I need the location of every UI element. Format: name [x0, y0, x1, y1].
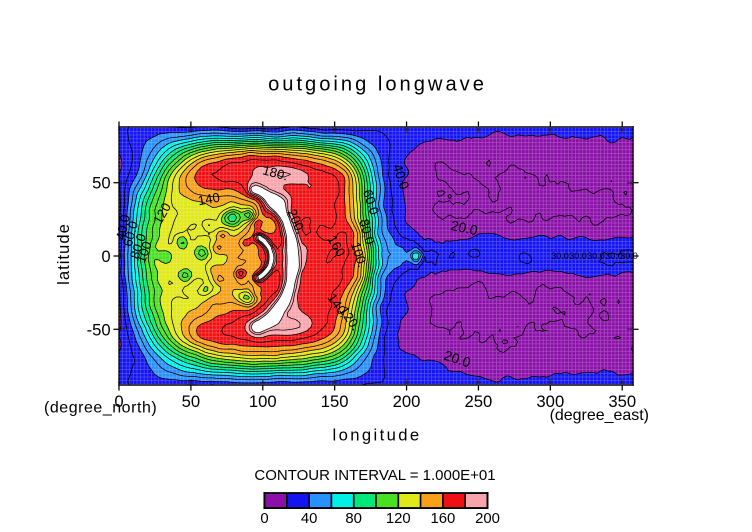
svg-text:30.0: 30.0 [569, 251, 587, 261]
svg-text:(degree_north): (degree_north) [44, 400, 157, 417]
svg-text:20.0: 20.0 [449, 217, 479, 238]
svg-text:160: 160 [431, 511, 456, 527]
svg-text:(degree_east): (degree_east) [550, 407, 649, 424]
svg-text:180.: 180. [261, 162, 290, 183]
svg-text:30.0: 30.0 [605, 251, 623, 261]
svg-text:20.0: 20.0 [442, 347, 473, 371]
svg-text:80: 80 [345, 511, 362, 527]
svg-text:100: 100 [133, 239, 155, 265]
svg-text:250: 250 [465, 392, 493, 411]
svg-text:60.0: 60.0 [360, 188, 382, 217]
svg-text:longitude: longitude [333, 425, 422, 444]
svg-text:30.0: 30.0 [551, 251, 569, 261]
svg-text:140: 140 [197, 190, 221, 209]
svg-text:100: 100 [249, 392, 277, 411]
svg-text:80.0: 80.0 [356, 217, 377, 246]
svg-text:0: 0 [260, 511, 268, 527]
svg-text:350: 350 [608, 392, 636, 411]
svg-text:30.0: 30.0 [587, 251, 605, 261]
svg-text:40.0: 40.0 [113, 213, 133, 241]
svg-text:80.0: 80.0 [127, 232, 149, 261]
svg-text:200: 200 [393, 392, 421, 411]
svg-text:40.0: 40.0 [390, 162, 412, 191]
svg-text:200: 200 [475, 511, 500, 527]
svg-text:CONTOUR INTERVAL = 1.000E+01: CONTOUR INTERVAL = 1.000E+01 [254, 467, 495, 484]
svg-text:outgoing longwave: outgoing longwave [268, 74, 487, 96]
svg-text:300: 300 [536, 392, 564, 411]
svg-text:60.0: 60.0 [120, 219, 141, 248]
svg-text:0: 0 [101, 247, 110, 266]
svg-text:120: 120 [386, 511, 411, 527]
svg-text:100.: 100. [348, 240, 370, 269]
svg-text:40: 40 [301, 511, 318, 527]
svg-text:50: 50 [92, 174, 111, 193]
svg-text:30.0: 30.0 [620, 251, 638, 261]
svg-text:150: 150 [321, 392, 349, 411]
svg-text:-50: -50 [87, 320, 111, 339]
svg-text:latitude: latitude [54, 223, 73, 285]
svg-text:0: 0 [114, 392, 123, 411]
svg-text:50: 50 [182, 392, 201, 411]
